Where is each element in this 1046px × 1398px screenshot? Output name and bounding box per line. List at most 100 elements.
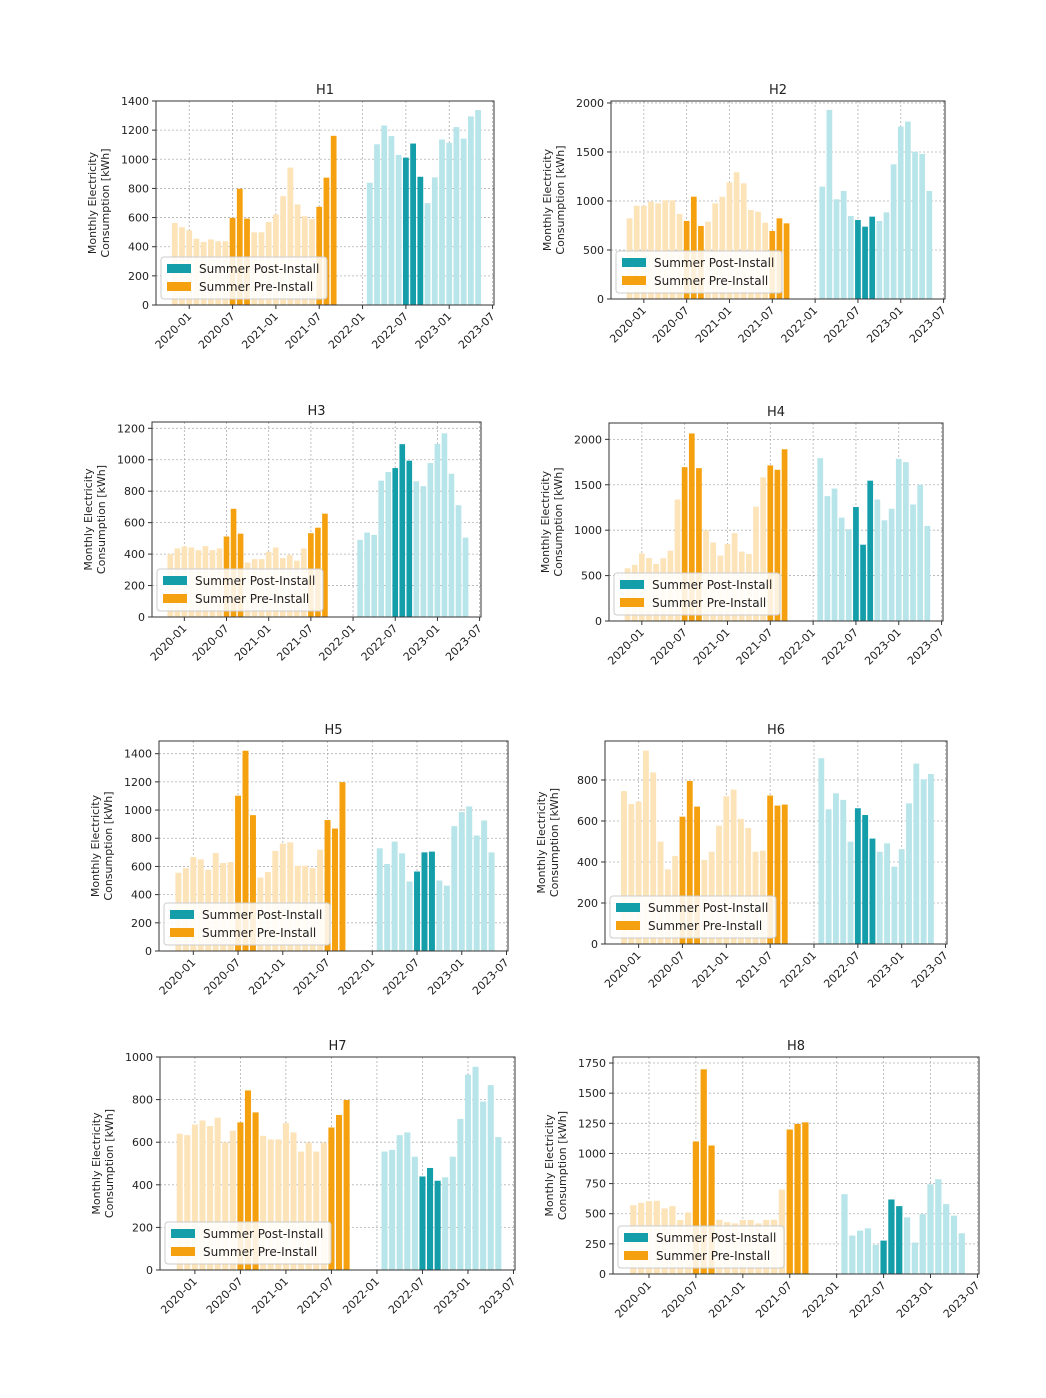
x-tick-label: 2021-01	[691, 626, 733, 668]
legend-box	[617, 1225, 785, 1269]
summer-pre-install-bar	[686, 780, 693, 944]
summer-post-install-bar	[414, 871, 421, 951]
post-install-bar	[487, 1085, 494, 1270]
pre-install-bar	[635, 801, 642, 944]
legend-box	[163, 902, 331, 946]
post-install-bar	[441, 433, 448, 617]
summer-pre-install-bar	[343, 1100, 350, 1270]
x-tick-label: 2023-01	[431, 1275, 473, 1317]
legend-label: Summer Post-Install	[654, 256, 774, 270]
pre-install-bar	[305, 1142, 312, 1270]
summer-post-install-bar	[860, 544, 866, 621]
pre-install-bar	[260, 1135, 267, 1270]
y-axis-label-line: Monthly Electricity	[541, 148, 554, 251]
summer-pre-install-bar	[252, 1112, 259, 1270]
legend-swatch	[622, 258, 646, 267]
y-tick-label: 200	[577, 897, 598, 910]
post-install-bar	[443, 885, 450, 951]
pre-install-bar	[740, 183, 747, 299]
legend-box	[156, 568, 324, 612]
x-tick-label: 2022-07	[359, 622, 401, 664]
post-install-bar	[449, 1156, 456, 1270]
y-axis-label-line: Monthly Electricity	[90, 1112, 103, 1215]
pre-install-bar	[723, 796, 730, 944]
post-install-bar	[874, 499, 881, 621]
y-axis-label: Monthly ElectricityConsumption [kWh]	[86, 148, 112, 257]
summer-post-install-bar	[854, 808, 861, 944]
x-tick-label: 2021-01	[232, 622, 274, 664]
y-axis-label-line: Monthly Electricity	[543, 1114, 556, 1217]
y-axis-label-line: Monthly Electricity	[535, 791, 548, 894]
post-install-bar	[420, 486, 427, 617]
summer-pre-install-bar	[237, 1122, 244, 1270]
post-install-bar	[427, 463, 434, 617]
x-tick-label: 2022-07	[380, 956, 422, 998]
post-install-bar	[883, 212, 890, 299]
post-install-bar	[840, 190, 847, 299]
summer-post-install-bar	[421, 852, 428, 951]
summer-post-install-bar	[410, 143, 416, 305]
axes-frame	[151, 421, 482, 618]
pre-install-bar	[229, 1130, 236, 1270]
post-install-bar	[384, 864, 391, 951]
pre-install-bar	[726, 182, 733, 299]
y-tick-label: 200	[124, 580, 145, 593]
legend-label: Summer Pre-Install	[195, 592, 309, 606]
x-tick-label: 2020-01	[602, 949, 644, 991]
summer-pre-install-bar	[339, 782, 346, 951]
x-tick-label: 2022-07	[821, 949, 863, 991]
y-tick-label: 1750	[578, 1057, 606, 1070]
post-install-bar	[845, 529, 852, 621]
post-install-bar	[448, 473, 455, 617]
subplot-h1: 2020-01 2020-07 2021-01 2021-07 2022-01 2022-…	[86, 83, 498, 352]
summer-pre-install-bar	[767, 465, 774, 621]
pre-install-bar	[669, 200, 676, 299]
post-install-bar	[847, 841, 854, 944]
legend-label: Summer Pre-Install	[652, 596, 766, 610]
post-install-bar	[466, 806, 473, 951]
legend-label: Summer Post-Install	[195, 574, 315, 588]
y-tick-label: 400	[131, 889, 152, 902]
summer-pre-install-bar	[767, 795, 774, 944]
axes-frame	[612, 1056, 980, 1275]
summer-post-install-bar	[853, 507, 859, 621]
pre-install-bar	[621, 791, 627, 944]
post-install-bar	[847, 215, 854, 299]
y-tick-label: 0	[142, 299, 149, 312]
x-tick-label: 2023-01	[862, 626, 904, 668]
pre-install-bar	[287, 167, 294, 305]
post-install-bar	[453, 127, 460, 305]
summer-post-install-bar	[399, 444, 406, 617]
post-install-bar	[475, 110, 481, 305]
legend-label: Summer Pre-Install	[656, 1249, 770, 1263]
pre-install-bar	[290, 1132, 297, 1270]
x-tick-label: 2020-07	[659, 1279, 701, 1321]
legend-swatch	[167, 264, 191, 273]
x-tick-label: 2020-01	[157, 956, 199, 998]
post-install-bar	[446, 142, 453, 305]
summer-post-install-bar	[434, 1180, 441, 1270]
post-install-bar	[818, 758, 825, 944]
y-axis-label: Monthly ElectricityConsumption [kWh]	[82, 465, 108, 574]
x-tick-label: 2021-01	[246, 956, 288, 998]
legend-box	[609, 895, 777, 939]
summer-post-install-bar	[862, 226, 868, 299]
y-tick-label: 1200	[124, 776, 152, 789]
post-install-bar	[911, 1242, 918, 1274]
post-install-bar	[927, 1184, 934, 1274]
post-install-bar	[903, 462, 909, 621]
y-tick-label: 0	[597, 293, 604, 306]
pre-install-bar	[313, 1151, 320, 1270]
y-axis-label: Monthly ElectricityConsumption [kWh]	[539, 467, 565, 576]
y-tick-label: 0	[146, 1264, 153, 1277]
summer-pre-install-bar	[332, 828, 338, 951]
post-install-bar	[920, 779, 927, 944]
legend-label: Summer Pre-Install	[654, 274, 768, 288]
y-tick-label: 200	[132, 1221, 153, 1234]
pre-install-bar	[643, 750, 649, 944]
y-axis-label-line: Consumption [kWh]	[548, 788, 561, 897]
post-install-bar	[917, 484, 924, 621]
pre-install-bar	[267, 1139, 274, 1270]
summer-pre-install-bar	[244, 1090, 252, 1270]
